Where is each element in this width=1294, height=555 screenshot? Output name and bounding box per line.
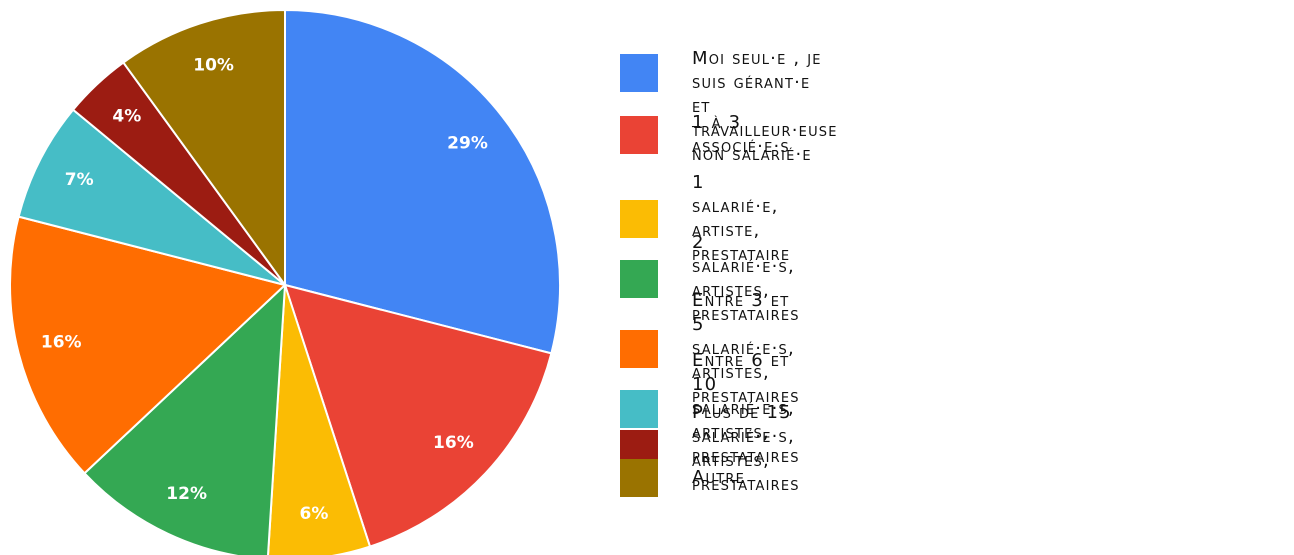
data-label: 4%: [112, 107, 141, 127]
legend-swatch: [620, 54, 658, 92]
legend-item: Moi seul·e , je suis gérant·e et travail…: [620, 47, 838, 167]
data-label: 16%: [433, 433, 474, 453]
legend-label: Autre: [692, 467, 746, 488]
pie-slice: [121, 8, 286, 289]
legend-label: Plus de 15 salarié·e·s, artistes, presta…: [692, 402, 800, 495]
pie-slice: [284, 8, 561, 355]
pie-slice: [267, 284, 372, 555]
data-label: 6%: [300, 504, 329, 524]
data-label: 7%: [65, 170, 94, 190]
legend-swatch: [620, 330, 658, 368]
legend-label: 1 à 3 associé·e·s: [692, 112, 790, 157]
legend-label: Entre 6 et 10 salarié·e·s, artistes, pre…: [692, 350, 800, 467]
legend-swatch: [620, 459, 658, 497]
legend-item: 2 salarié·e·s, artistes, prestataires: [620, 231, 800, 327]
legend-label: Moi seul·e , je suis gérant·e et travail…: [692, 48, 838, 165]
legend-swatch: [620, 116, 658, 154]
legend-item: 1 à 3 associé·e·s: [620, 111, 790, 159]
data-label: 12%: [166, 484, 207, 504]
pie-slice: [17, 108, 286, 286]
pie-slice: [283, 283, 553, 548]
legend-item: Entre 6 et 10 salarié·e·s, artistes, pre…: [620, 349, 800, 469]
legend-label: Entre 3 et 5 salarié·e·s, artistes, pres…: [692, 290, 800, 407]
legend-swatch: [620, 200, 658, 238]
data-label: 16%: [41, 332, 82, 352]
legend-item: Entre 3 et 5 salarié·e·s, artistes, pres…: [620, 289, 800, 409]
pie-slice: [9, 215, 288, 475]
pie-chart: 29% 16% 6% 12% 16% 7% 4% 10%: [9, 8, 561, 555]
legend-label: 1 salarié·e, artiste, prestataire: [692, 172, 791, 265]
legend-label: 2 salarié·e·s, artistes, prestataires: [692, 232, 800, 325]
legend-swatch: [620, 390, 658, 428]
legend-swatch: [620, 260, 658, 298]
legend-item: Plus de 15 salarié·e·s, artistes, presta…: [620, 401, 800, 497]
data-label: 10%: [193, 55, 234, 75]
legend-item: Autre: [620, 459, 745, 497]
pie-slice: [83, 282, 287, 555]
legend-item: 1 salarié·e, artiste, prestataire: [620, 171, 790, 267]
data-label: 29%: [447, 133, 488, 153]
